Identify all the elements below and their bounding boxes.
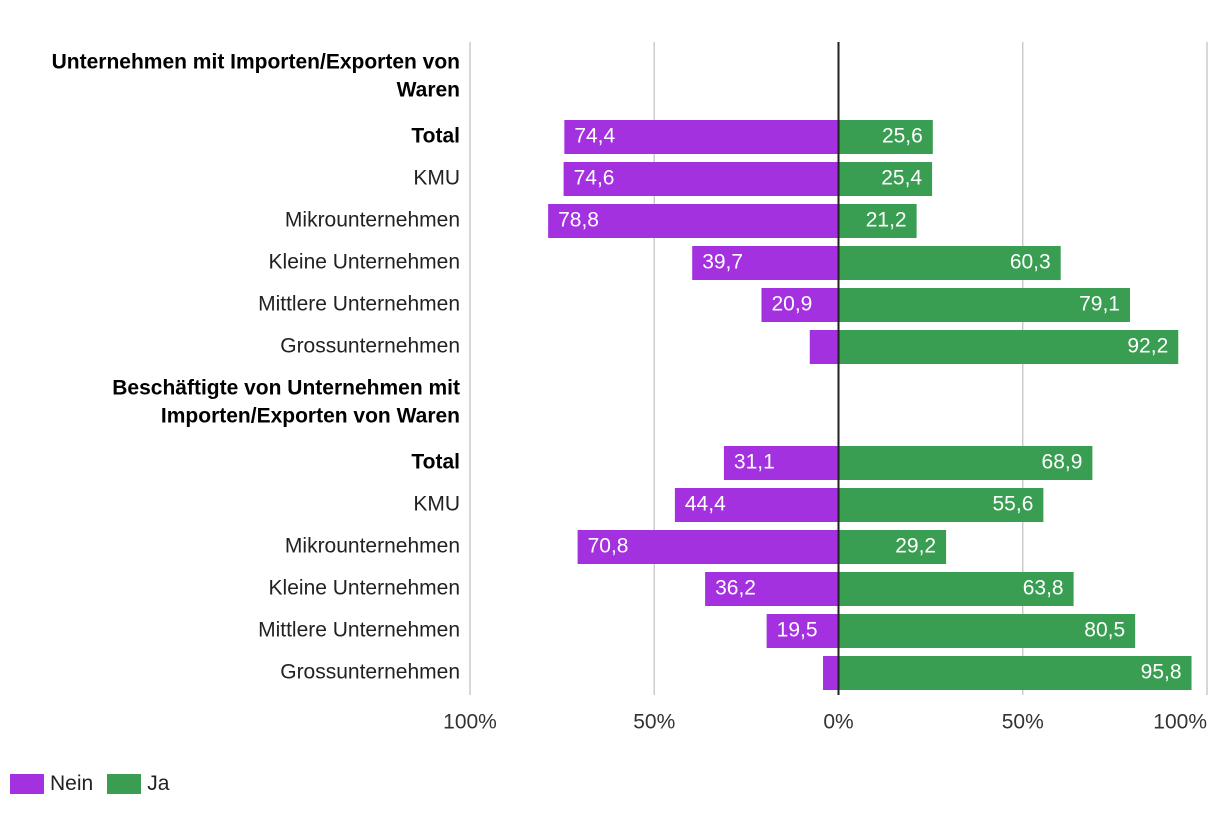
data-label-ja-1-1: 55,6 xyxy=(993,493,1034,516)
group-title-1-line-0: Beschäftigte von Unternehmen mit xyxy=(112,377,460,400)
bar-ja-1-2 xyxy=(838,530,947,564)
category-label-0-1: KMU xyxy=(413,167,460,190)
data-label-ja-0-0: 25,6 xyxy=(882,125,923,148)
data-label-ja-1-3: 63,8 xyxy=(1023,577,1064,600)
data-label-nein-0-3: 39,7 xyxy=(702,251,743,274)
x-tick-label-2: 0% xyxy=(823,711,853,734)
data-label-nein-0-1: 74,6 xyxy=(574,167,615,190)
bar-nein-0-2 xyxy=(548,204,839,238)
x-tick-label-3: 50% xyxy=(1002,711,1044,734)
legend-item-ja: Ja xyxy=(107,772,169,796)
group-title-0-line-0: Unternehmen mit Importen/Exporten von xyxy=(52,51,460,74)
bar-ja-1-1 xyxy=(838,488,1044,522)
bar-nein-1-2 xyxy=(577,530,839,564)
bar-nein-0-0 xyxy=(564,120,839,154)
data-label-nein-1-4: 19,5 xyxy=(777,619,818,642)
data-label-nein-0-2: 78,8 xyxy=(558,209,599,232)
x-tick-label-0: 100% xyxy=(443,711,497,734)
category-label-0-5: Grossunternehmen xyxy=(280,335,460,358)
data-label-ja-0-2: 21,2 xyxy=(866,209,907,232)
bar-ja-1-3 xyxy=(838,572,1074,606)
data-label-nein-1-1: 44,4 xyxy=(685,493,726,516)
bar-ja-1-4 xyxy=(838,614,1136,648)
bar-ja-1-0 xyxy=(838,446,1093,480)
data-label-nein-1-0: 31,1 xyxy=(734,451,775,474)
category-label-1-4: Mittlere Unternehmen xyxy=(258,619,460,642)
group-title-1-line-1: Importen/Exporten von Waren xyxy=(161,405,460,428)
bar-ja-0-3 xyxy=(838,246,1061,280)
bar-ja-0-5 xyxy=(838,330,1179,364)
x-tick-label-1: 50% xyxy=(633,711,675,734)
category-label-1-1: KMU xyxy=(413,493,460,516)
group-title-0-line-1: Waren xyxy=(397,79,460,102)
legend: Nein Ja xyxy=(10,772,183,796)
data-label-nein-0-4: 20,9 xyxy=(771,293,812,316)
category-label-1-0: Total xyxy=(411,451,460,474)
legend-swatch-nein xyxy=(10,774,44,794)
legend-label-ja: Ja xyxy=(147,772,170,795)
category-label-1-3: Kleine Unternehmen xyxy=(269,577,460,600)
bar-nein-1-4 xyxy=(766,614,839,648)
bar-ja-0-1 xyxy=(838,162,933,196)
bar-ja-0-4 xyxy=(838,288,1130,322)
data-label-ja-1-2: 29,2 xyxy=(895,535,936,558)
x-tick-label-4: 100% xyxy=(1153,711,1207,734)
bar-ja-1-5 xyxy=(838,656,1192,690)
category-label-0-2: Mikrounternehmen xyxy=(285,209,460,232)
data-label-nein-1-3: 36,2 xyxy=(715,577,756,600)
data-label-ja-0-1: 25,4 xyxy=(881,167,922,190)
bar-nein-0-5 xyxy=(809,330,839,364)
data-label-ja-1-5: 95,8 xyxy=(1141,661,1182,684)
data-label-nein-1-2: 70,8 xyxy=(588,535,629,558)
data-label-ja-1-4: 80,5 xyxy=(1084,619,1125,642)
bar-nein-1-5 xyxy=(823,656,839,690)
data-label-ja-1-0: 68,9 xyxy=(1042,451,1083,474)
legend-swatch-ja xyxy=(107,774,142,794)
bar-nein-0-1 xyxy=(563,162,839,196)
bar-nein-0-3 xyxy=(692,246,839,280)
bar-ja-0-2 xyxy=(838,204,917,238)
category-label-0-0: Total xyxy=(411,125,460,148)
bar-nein-1-0 xyxy=(723,446,839,480)
bar-nein-1-3 xyxy=(705,572,839,606)
legend-label-nein: Nein xyxy=(50,772,94,795)
bar-nein-1-1 xyxy=(674,488,839,522)
category-label-0-4: Mittlere Unternehmen xyxy=(258,293,460,316)
data-label-ja-0-5: 92,2 xyxy=(1127,335,1168,358)
bar-ja-0-0 xyxy=(838,120,933,154)
legend-item-nein: Nein xyxy=(10,772,93,796)
bar-nein-0-4 xyxy=(761,288,839,322)
data-label-ja-0-4: 79,1 xyxy=(1079,293,1120,316)
data-label-ja-0-3: 60,3 xyxy=(1010,251,1051,274)
category-label-1-2: Mikrounternehmen xyxy=(285,535,460,558)
category-label-1-5: Grossunternehmen xyxy=(280,661,460,684)
data-label-nein-0-0: 74,4 xyxy=(574,125,615,148)
category-label-0-3: Kleine Unternehmen xyxy=(269,251,460,274)
